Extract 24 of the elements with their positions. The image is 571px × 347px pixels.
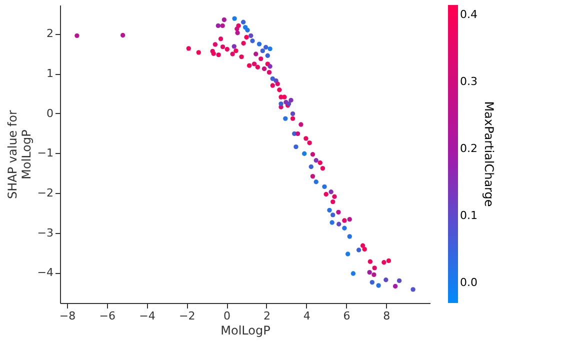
x-tick-label: −8 bbox=[59, 310, 76, 322]
y-tick-label: −4 bbox=[37, 266, 54, 280]
y-axis-title: SHAP value for MolLogP bbox=[5, 110, 34, 199]
x-tick-label: 2 bbox=[263, 310, 270, 322]
x-tick-label: 4 bbox=[303, 310, 310, 322]
x-tick-label: 6 bbox=[343, 310, 350, 322]
color-bar-label: 0.4 bbox=[460, 8, 478, 22]
color-bar-label: 0.2 bbox=[460, 142, 478, 155]
y-tick-label: 0 bbox=[46, 106, 54, 120]
color-bar-label: 0.3 bbox=[460, 75, 478, 88]
x-tick-label: −4 bbox=[139, 310, 156, 322]
y-tick-label: −1 bbox=[37, 146, 54, 160]
x-tick-label: 8 bbox=[383, 310, 390, 322]
x-tick-label: −2 bbox=[179, 310, 196, 322]
color-bar-title: MaxPartialCharge bbox=[482, 101, 496, 207]
y-tick-label: −2 bbox=[37, 186, 54, 200]
x-tick-label: −6 bbox=[99, 310, 116, 322]
x-axis-title: MolLogP bbox=[220, 324, 270, 338]
y-tick-label: 1 bbox=[46, 67, 54, 80]
y-tick-label: −3 bbox=[37, 226, 54, 240]
x-tick-label: 0 bbox=[224, 310, 231, 322]
y-tick-label: 2 bbox=[46, 27, 54, 40]
color-bar-label: 0.0 bbox=[460, 276, 478, 289]
color-bar-label: 0.1 bbox=[460, 208, 478, 222]
